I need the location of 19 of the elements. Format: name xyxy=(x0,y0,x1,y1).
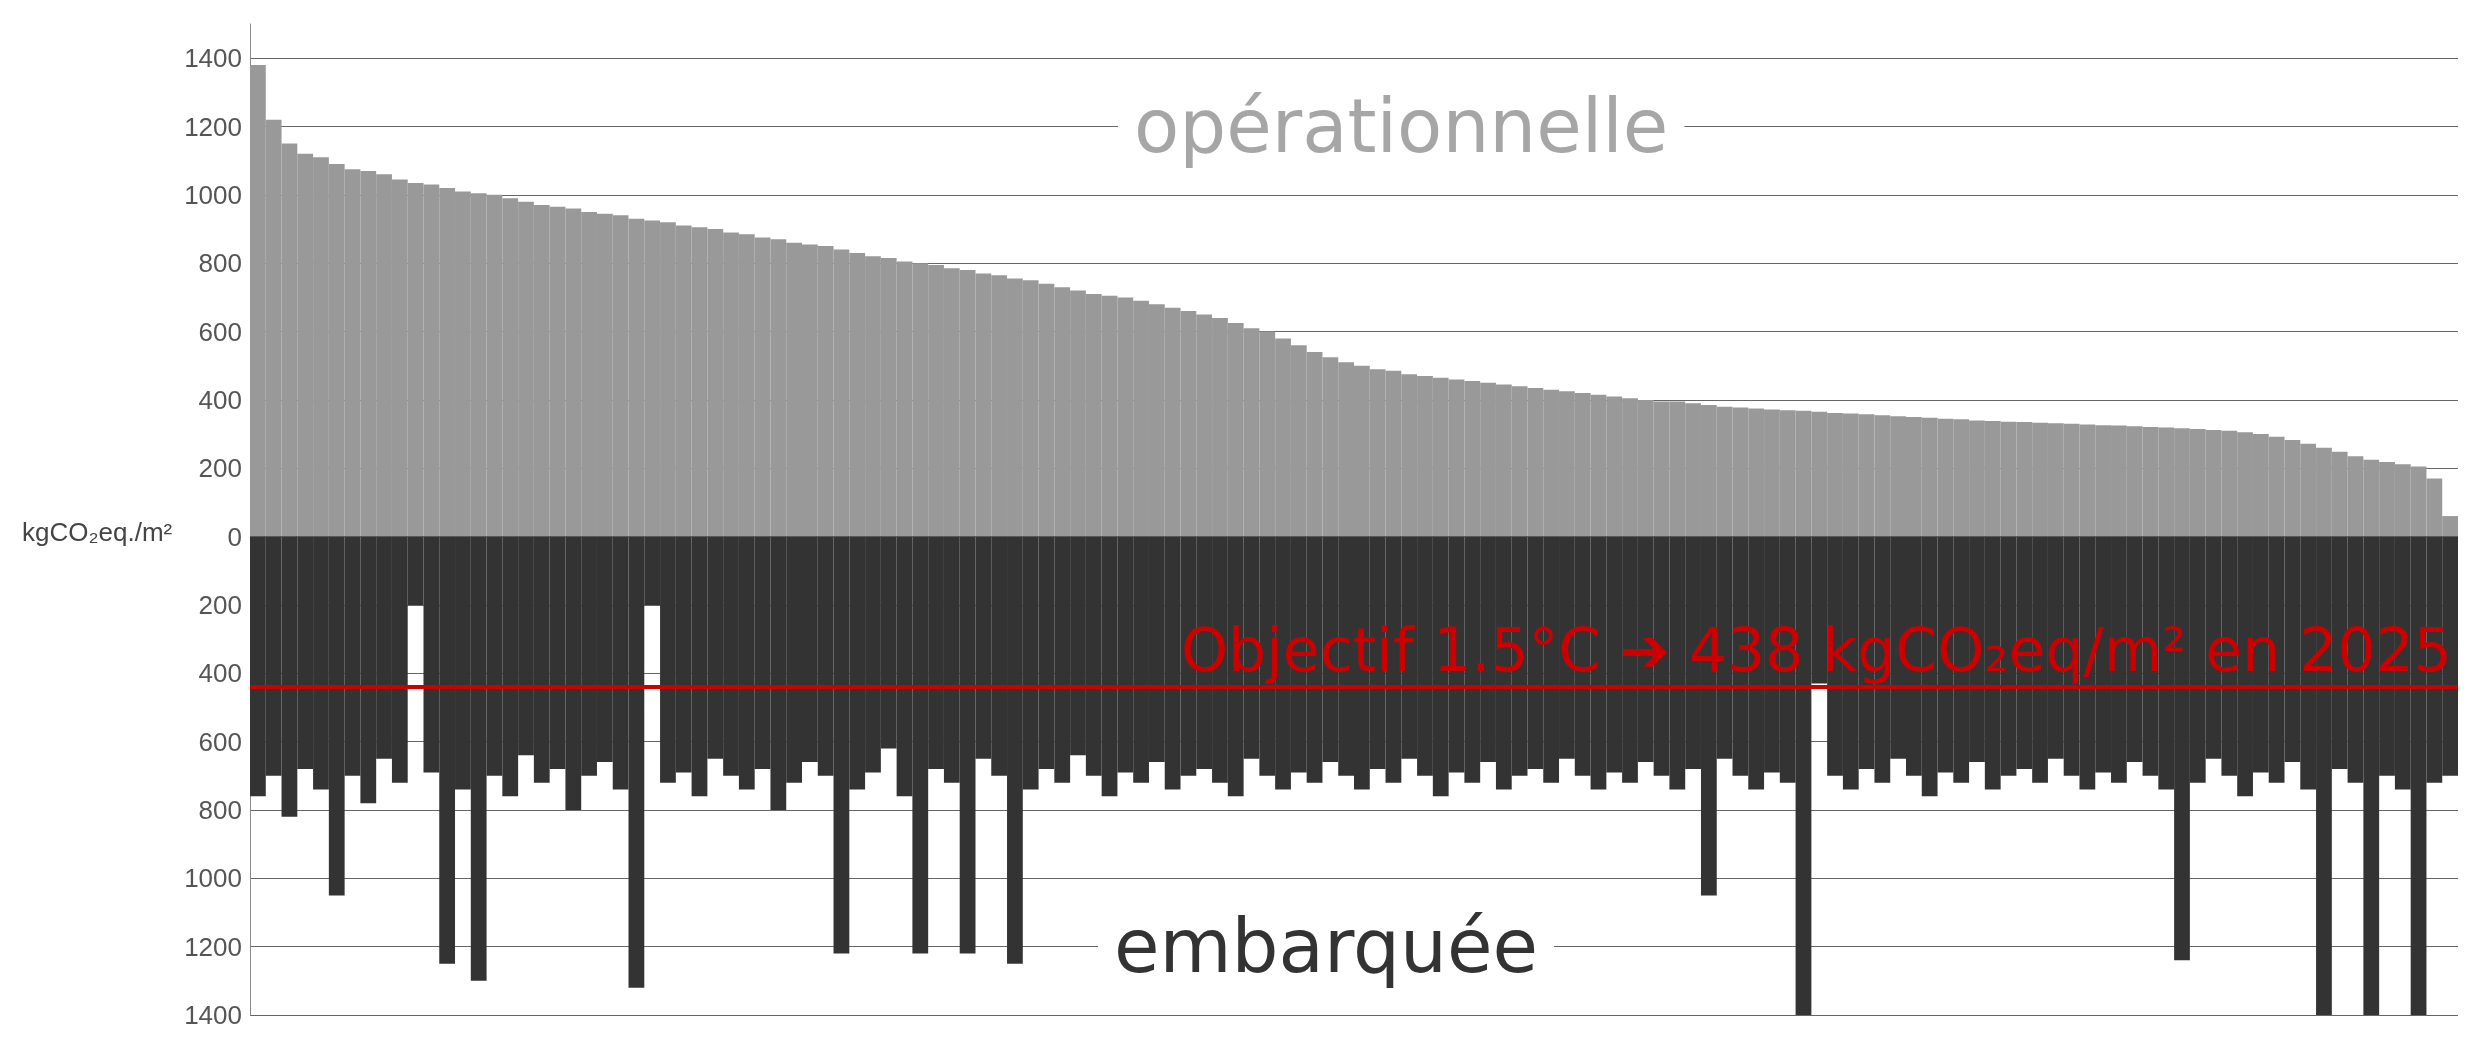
y-tick-label: 400 xyxy=(198,658,242,689)
y-tick-label: 200 xyxy=(198,453,242,484)
y-tick-label: 400 xyxy=(198,384,242,415)
y-tick-label: 1000 xyxy=(184,179,242,210)
y-tick-label: 1000 xyxy=(184,863,242,894)
y-tick-label: 600 xyxy=(198,316,242,347)
y-tick-label: 1200 xyxy=(184,931,242,962)
ref-line-label: Objectif 1.5°C ➔ 438 kgCO₂eq/m² en 2025 xyxy=(1180,615,2452,686)
y-tick-label: 0 xyxy=(227,521,242,552)
y-tick-label: 1400 xyxy=(184,43,242,74)
y-axis-title: kgCO₂eq./m² xyxy=(22,516,173,547)
y-tick-label: 1200 xyxy=(184,111,242,142)
y-tick-label: 200 xyxy=(198,589,242,620)
y-tick-label: 800 xyxy=(198,794,242,825)
series-label: embarquée xyxy=(1114,902,1538,989)
series-label: opérationnelle xyxy=(1134,82,1669,169)
y-tick-label: 1400 xyxy=(184,1000,242,1030)
y-tick-label: 600 xyxy=(198,726,242,757)
y-tick-label: 800 xyxy=(198,248,242,279)
